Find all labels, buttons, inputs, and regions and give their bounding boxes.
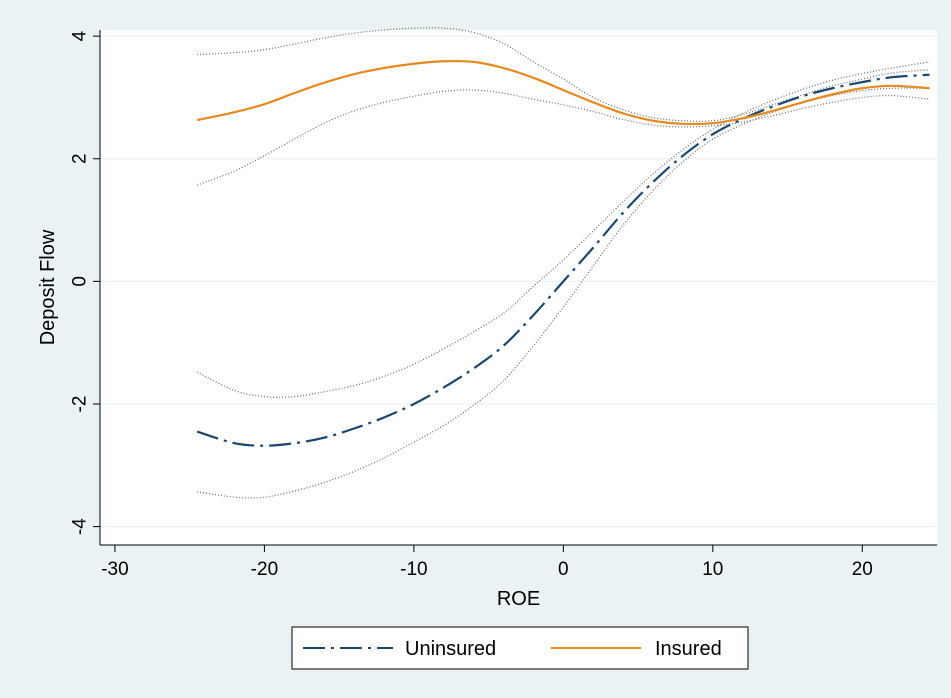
series-layer bbox=[196, 27, 930, 499]
legend-label-insured: Insured bbox=[655, 638, 722, 660]
y-tick-label: 2 bbox=[70, 153, 91, 164]
legend-label-uninsured: Uninsured bbox=[405, 638, 496, 660]
series-line-insured bbox=[196, 59, 930, 126]
y-tick-label: -4 bbox=[70, 518, 91, 535]
x-tick-label: -30 bbox=[101, 559, 128, 580]
series-line-uninsured bbox=[196, 73, 930, 447]
confidence-band-line bbox=[196, 61, 930, 398]
confidence-band-line bbox=[196, 89, 930, 186]
confidence-band-line bbox=[197, 87, 930, 499]
x-tick-label: 10 bbox=[702, 559, 723, 580]
plot-area bbox=[100, 30, 937, 545]
x-tick-label: -20 bbox=[251, 559, 278, 580]
x-tick-label: 20 bbox=[852, 559, 873, 580]
x-tick-label: -10 bbox=[400, 559, 427, 580]
y-tick-label: 4 bbox=[70, 30, 91, 41]
y-tick-label: 0 bbox=[70, 276, 91, 287]
legend: Uninsured Insured bbox=[291, 626, 749, 670]
y-axis-title: Deposit Flow bbox=[37, 229, 59, 345]
axes bbox=[99, 30, 937, 546]
y-axis-ticks: -4 -2 0 2 4 bbox=[70, 30, 100, 535]
x-tick-label: 0 bbox=[558, 559, 569, 580]
grid-lines bbox=[100, 35, 937, 528]
x-axis-title: ROE bbox=[497, 588, 540, 610]
x-axis-ticks: -30 -20 -10 0 10 20 bbox=[101, 545, 873, 580]
y-tick-label: -2 bbox=[70, 396, 91, 413]
